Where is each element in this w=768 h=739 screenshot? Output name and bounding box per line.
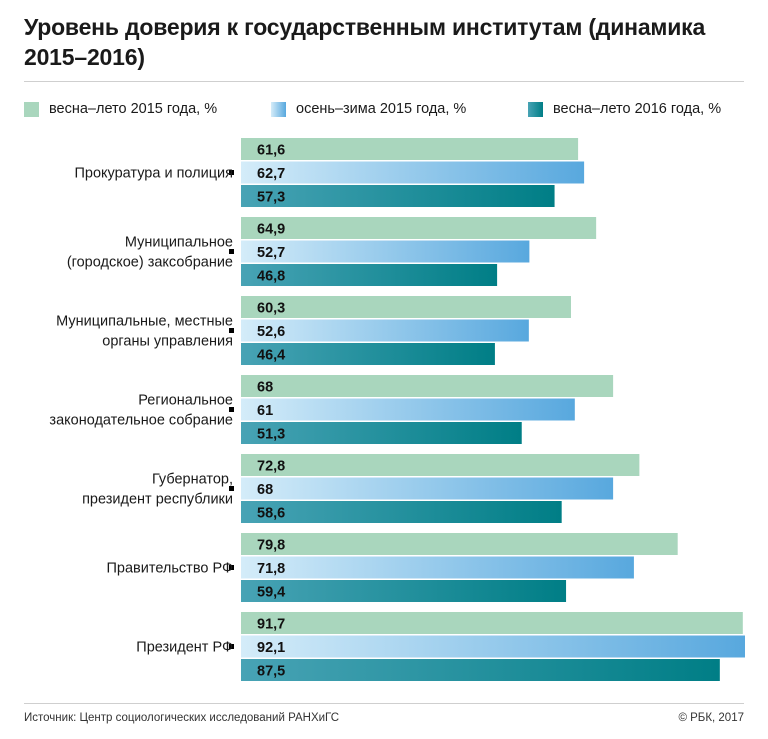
value-label: 79,8 bbox=[257, 538, 285, 554]
value-label: 64,9 bbox=[257, 222, 285, 238]
bar-2-1 bbox=[241, 217, 597, 239]
value-label: 71,8 bbox=[257, 561, 285, 577]
value-label: 57,3 bbox=[257, 190, 285, 206]
bar-1-3 bbox=[241, 185, 555, 207]
category-label: Региональное законодательное собрание bbox=[49, 393, 233, 429]
bar-4-1 bbox=[241, 375, 614, 397]
bar-3-3 bbox=[241, 343, 495, 365]
copyright: © РБК, 2017 bbox=[678, 712, 744, 724]
bar-2-2 bbox=[241, 240, 530, 263]
category-marker bbox=[229, 486, 234, 491]
top-divider bbox=[24, 81, 744, 82]
value-label: 87,5 bbox=[257, 664, 285, 680]
category-marker bbox=[229, 170, 234, 175]
legend-item-autumn-2015: осень–зима 2015 года, % bbox=[271, 99, 466, 119]
bar-3-1 bbox=[241, 296, 571, 318]
bar-7-2 bbox=[241, 635, 745, 658]
legend-label: осень–зима 2015 года, % bbox=[296, 101, 467, 117]
value-label: 46,8 bbox=[257, 269, 285, 285]
category-marker bbox=[229, 407, 234, 412]
value-label: 92,1 bbox=[257, 640, 285, 656]
bar-2-3 bbox=[241, 264, 498, 286]
value-label: 60,3 bbox=[257, 301, 285, 317]
category-label: Муниципальные, местные органы управления bbox=[56, 314, 233, 350]
category-label: Президент РФ bbox=[136, 640, 233, 656]
bar-5-2 bbox=[241, 477, 614, 500]
legend-label: весна–лето 2016 года, % bbox=[553, 101, 722, 117]
category-label: Муниципальное (городское) заксобрание bbox=[67, 235, 233, 271]
bar-7-3 bbox=[241, 659, 720, 681]
value-label: 58,6 bbox=[257, 506, 285, 522]
bar-6-3 bbox=[241, 580, 567, 602]
category-marker bbox=[229, 249, 234, 254]
value-label: 52,7 bbox=[257, 245, 285, 261]
chart-title: Уровень доверия к государственным инстит… bbox=[24, 14, 706, 70]
value-label: 46,4 bbox=[257, 348, 285, 364]
value-label: 68 bbox=[257, 482, 273, 498]
legend-swatch bbox=[24, 101, 39, 117]
value-label: 91,7 bbox=[257, 617, 285, 633]
category-label: Правительство РФ bbox=[107, 561, 234, 577]
value-label: 51,3 bbox=[257, 427, 285, 443]
category-marker bbox=[229, 328, 234, 333]
legend-item-spring-2015: весна–лето 2015 года, % bbox=[24, 99, 217, 119]
category-marker bbox=[229, 565, 234, 570]
legend-swatch bbox=[528, 101, 543, 117]
bar-4-2 bbox=[241, 398, 575, 421]
legend-item-spring-2016: весна–лето 2016 года, % bbox=[528, 99, 721, 119]
category-label: Прокуратура и полиция bbox=[74, 166, 233, 182]
bar-5-1 bbox=[241, 454, 640, 476]
value-label: 62,7 bbox=[257, 166, 285, 182]
category-marker bbox=[229, 644, 234, 649]
bar-7-1 bbox=[241, 612, 743, 634]
legend-swatch bbox=[271, 101, 286, 117]
value-label: 61,6 bbox=[257, 143, 285, 159]
source-note: Источник: Центр социологических исследов… bbox=[24, 712, 340, 724]
value-label: 59,4 bbox=[257, 585, 285, 601]
value-label: 61 bbox=[257, 403, 273, 419]
bar-5-3 bbox=[241, 501, 562, 523]
category-label: Губернатор, президент республики bbox=[82, 472, 233, 508]
bar-6-2 bbox=[241, 556, 634, 579]
value-label: 52,6 bbox=[257, 324, 285, 340]
bar-1-2 bbox=[241, 161, 585, 184]
bar-3-2 bbox=[241, 319, 529, 342]
value-label: 72,8 bbox=[257, 459, 285, 475]
bar-6-1 bbox=[241, 533, 678, 555]
legend-label: весна–лето 2015 года, % bbox=[49, 101, 218, 117]
bar-4-3 bbox=[241, 422, 522, 444]
value-label: 68 bbox=[257, 380, 273, 396]
bar-1-1 bbox=[241, 138, 579, 160]
bottom-divider bbox=[24, 703, 744, 704]
